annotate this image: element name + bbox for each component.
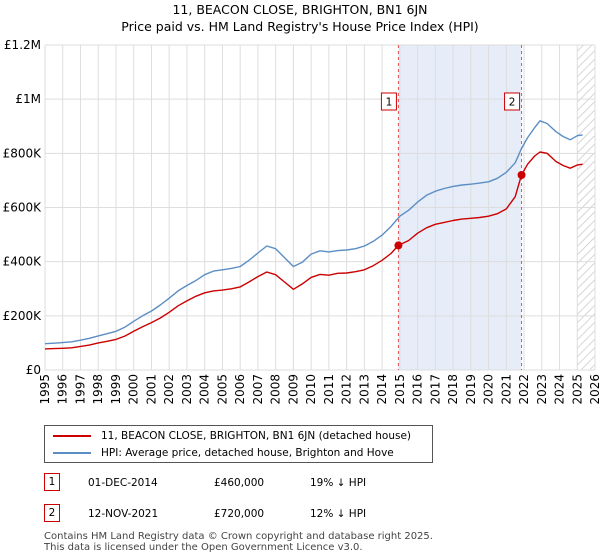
x-tick-label: 2010 [304,374,318,405]
x-tick-label: 2025 [570,374,584,405]
y-tick-label: £1.2M [4,38,41,52]
legend-item-hpi: HPI: Average price, detached house, Brig… [53,445,394,461]
x-tick-label: 1997 [73,374,87,405]
transaction-point [394,241,403,250]
footer-licence: This data is licensed under the Open Gov… [44,542,363,553]
x-tick-label: 2008 [269,374,283,405]
x-tick-label: 2001 [144,374,158,405]
transaction-label: 2 [509,97,516,109]
footer-attribution: Contains HM Land Registry data © Crown c… [44,531,433,553]
transaction-price: £720,000 [214,508,265,520]
footer-copyright: Contains HM Land Registry data © Crown c… [44,531,433,542]
legend-swatch-property [53,435,91,437]
x-tick-label: 2020 [482,374,496,405]
x-tick-label: 2002 [162,374,176,405]
x-tick-label: 2003 [180,374,194,405]
transaction-point [517,171,526,179]
x-tick-label: 2004 [198,374,212,405]
x-tick-label: 1999 [109,374,123,405]
chart-title: 11, BEACON CLOSE, BRIGHTON, BN1 6JN [172,2,427,17]
series-group [45,120,583,350]
x-tick-label: 2026 [588,374,600,405]
transaction-date: 12-NOV-2021 [88,508,159,520]
legend-label-hpi: HPI: Average price, detached house, Brig… [101,447,394,459]
legend-label-property: 11, BEACON CLOSE, BRIGHTON, BN1 6JN (det… [101,430,412,442]
x-tick-label: 2009 [286,374,300,405]
x-tick-label: 2019 [464,374,478,405]
transaction-date: 01-DEC-2014 [88,477,158,489]
x-tick-label: 1996 [56,374,70,405]
x-tick-label: 1995 [38,374,52,405]
x-tick-label: 2013 [357,374,371,405]
transaction-hpi-delta: 19% ↓ HPI [310,477,367,489]
y-tick-label: £400K [3,255,43,269]
y-tick-label: £1M [15,92,41,106]
y-tick-label: £600K [3,201,43,215]
legend-item-property: 11, BEACON CLOSE, BRIGHTON, BN1 6JN (det… [53,428,411,444]
x-tick-label: 2024 [553,374,567,405]
x-tick-label: 2005 [215,374,229,405]
series-line-property [45,151,583,350]
transaction-marker: 1 [44,473,60,491]
x-tick-label: 2023 [535,374,549,405]
transaction-label-box [504,92,521,111]
transaction-hpi-delta: 12% ↓ HPI [310,508,367,520]
transaction-marker: 2 [44,504,60,522]
chart-legend: 11, BEACON CLOSE, BRIGHTON, BN1 6JN (det… [44,425,433,463]
y-tick-label: £800K [3,146,43,160]
x-tick-label: 2022 [517,374,531,405]
transaction-label-box [380,92,397,111]
x-tick-label: 2006 [233,374,247,405]
price-chart: 11, BEACON CLOSE, BRIGHTON, BN1 6JN Pric… [3,2,600,405]
series-line-hpi [45,120,583,345]
chart-subtitle: Price paid vs. HM Land Registry's House … [121,19,478,34]
x-tick-label: 2007 [251,374,265,405]
transaction-price: £460,000 [214,477,265,489]
x-tick-label: 2017 [428,374,442,405]
x-tick-label: 2000 [127,374,141,405]
x-tick-label: 2012 [340,374,354,405]
x-tick-label: 2011 [322,374,336,405]
x-tick-label: 2016 [411,374,425,405]
y-tick-label: £200K [3,309,43,323]
x-tick-label: 1998 [91,374,105,405]
x-tick-label: 2014 [375,374,389,405]
legend-swatch-hpi [53,452,91,454]
transaction-label: 1 [386,97,393,109]
x-tick-label: 2018 [446,374,460,405]
x-tick-label: 2021 [499,374,513,405]
x-tick-label: 2015 [393,374,407,405]
y-tick-label: £0 [26,363,41,377]
